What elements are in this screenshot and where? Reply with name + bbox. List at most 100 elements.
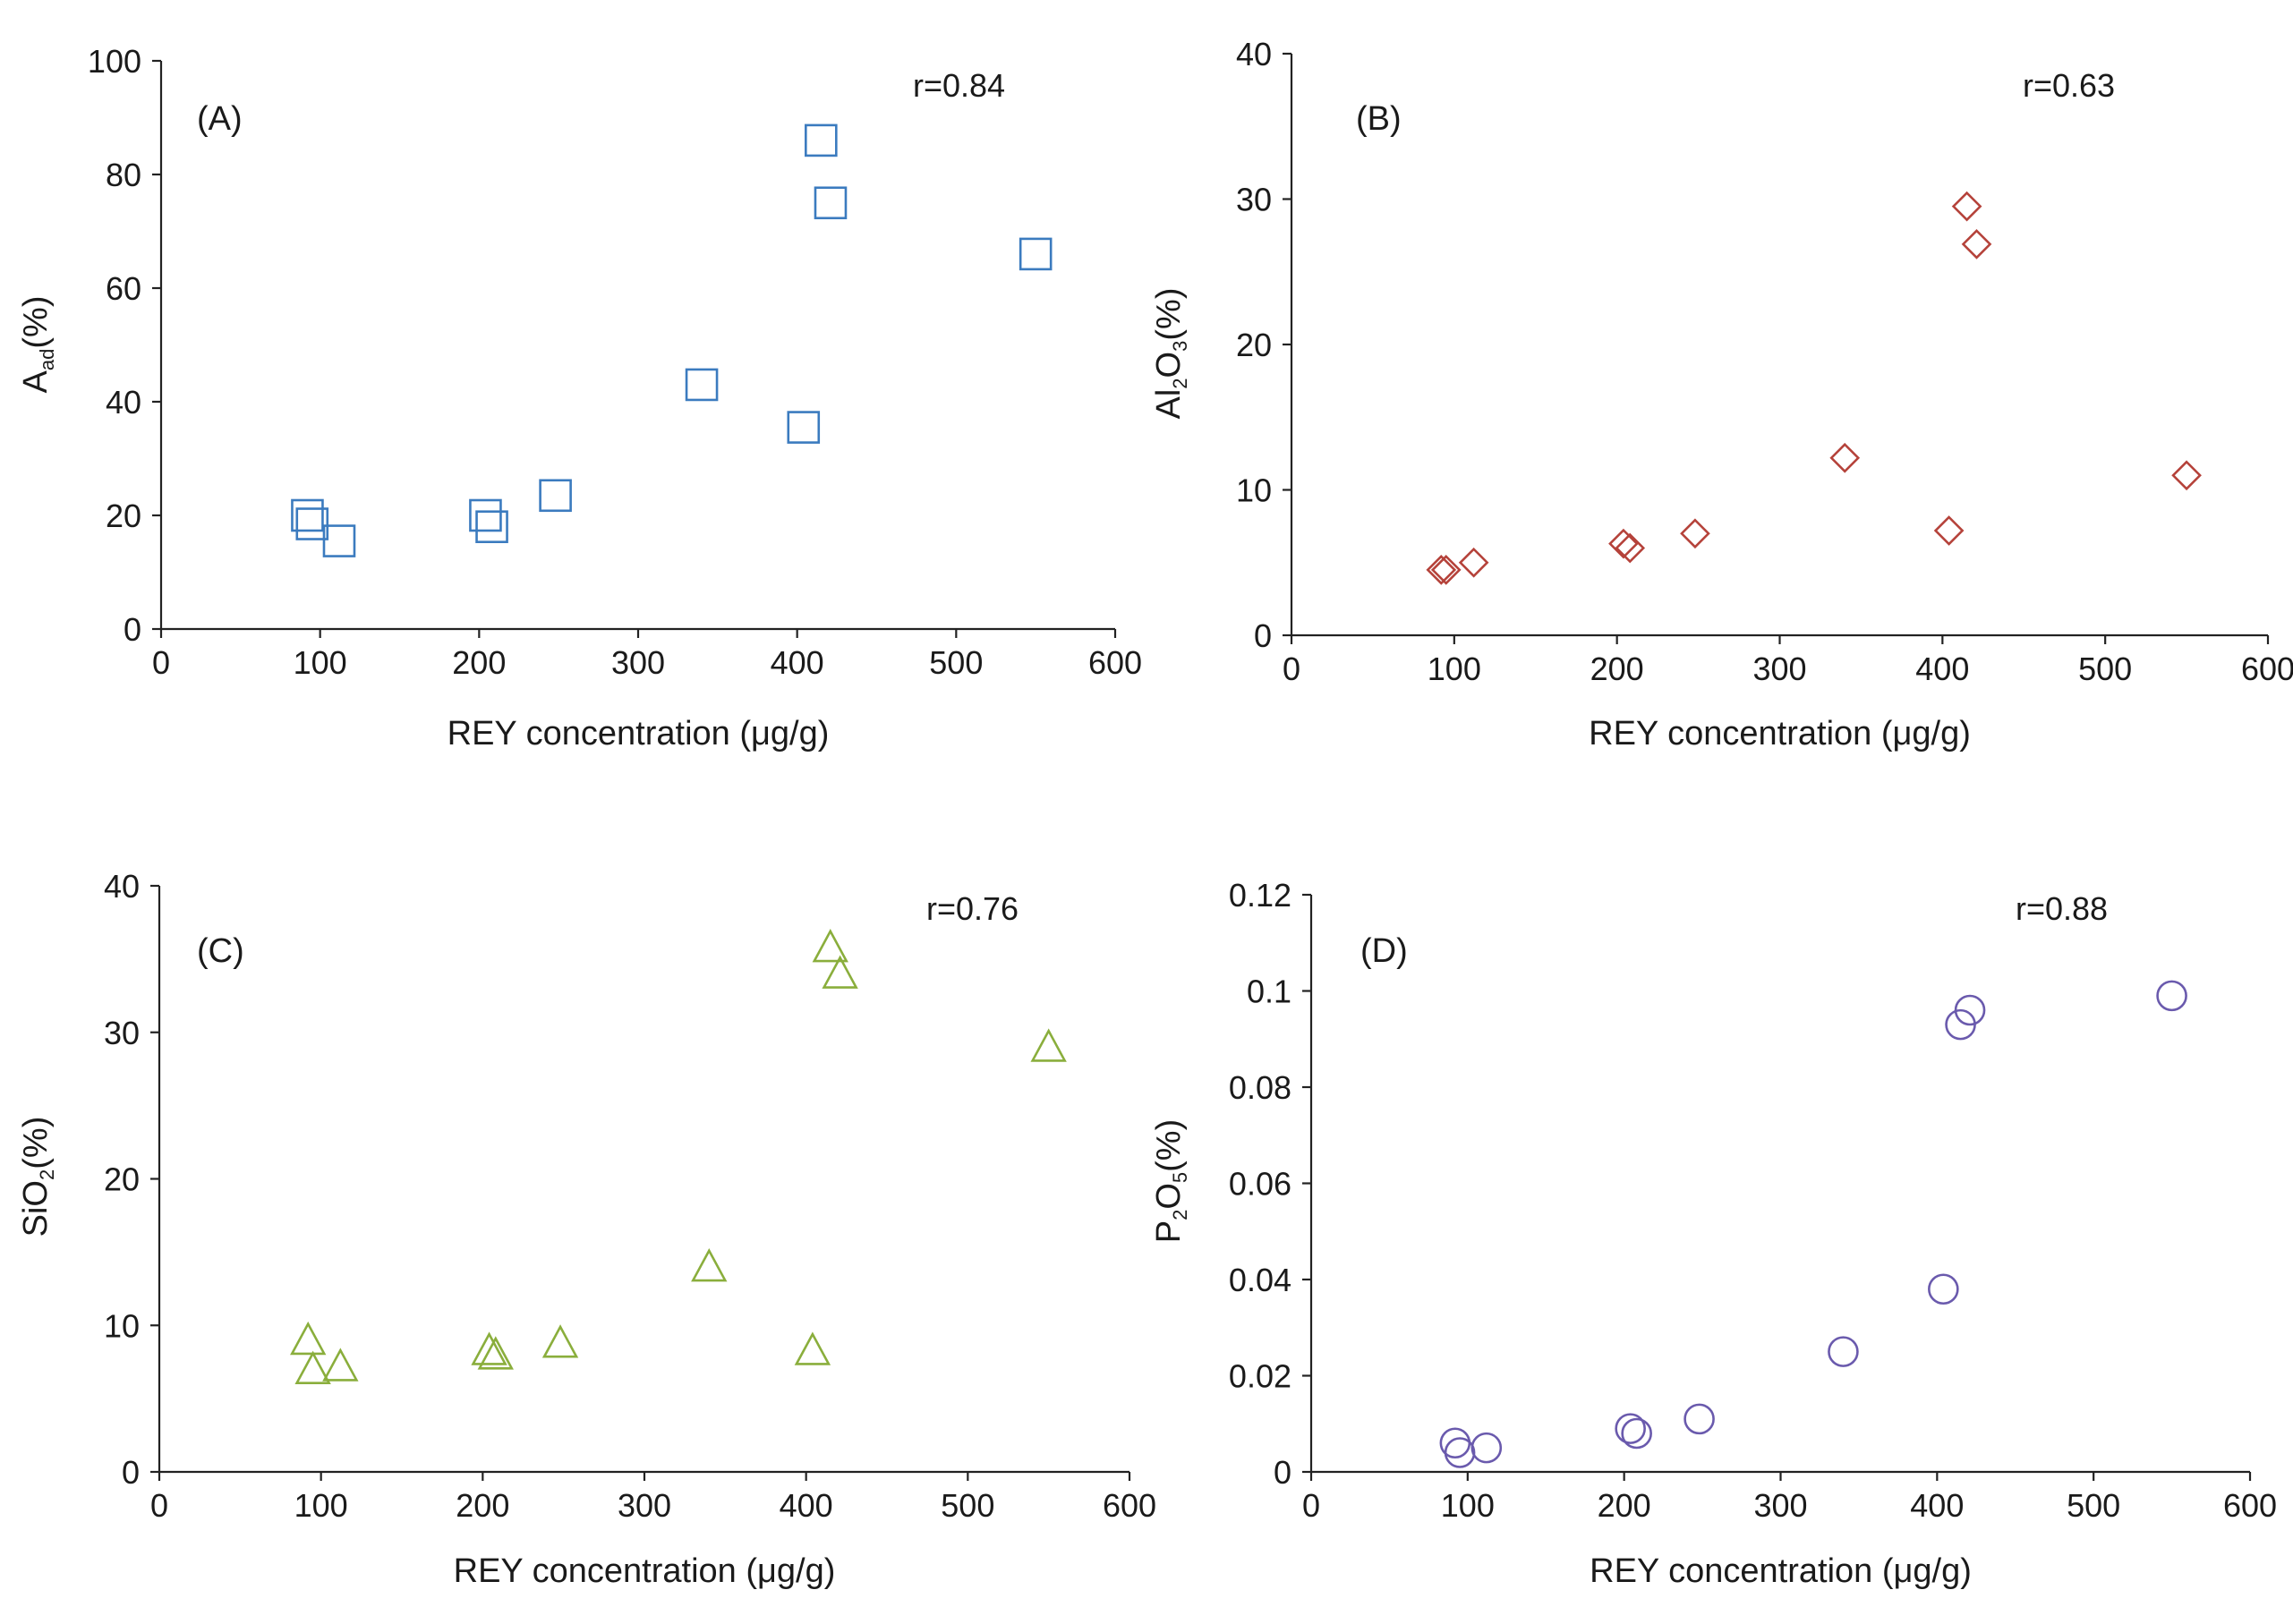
- data-point: [1621, 1417, 1652, 1450]
- data-point: [1458, 547, 1489, 578]
- panel-label: (B): [1356, 100, 1402, 138]
- x-axis-title: REY concentration (μg/g): [1590, 1552, 1972, 1590]
- data-point: [1444, 1437, 1476, 1468]
- data-point: [1470, 1432, 1503, 1464]
- data-point: [541, 1324, 579, 1358]
- correlation-label: r=0.88: [2016, 890, 2108, 927]
- data-point: [291, 498, 324, 532]
- data-point: [469, 498, 502, 532]
- data-point: [1828, 1336, 1859, 1367]
- data-point: [1933, 515, 1965, 546]
- y-tick-label: 40: [104, 868, 140, 905]
- y-tick-label: 10: [104, 1307, 140, 1344]
- x-tick-label: 300: [618, 1487, 671, 1524]
- y-tick-label: 30: [104, 1015, 140, 1051]
- data-point: [322, 1348, 359, 1382]
- y-axis-title: SiO2(%): [17, 1117, 58, 1237]
- y-tick-label: 20: [106, 497, 141, 534]
- x-tick-label: 0: [150, 1487, 168, 1524]
- data-point: [1829, 442, 1861, 473]
- correlation-label: r=0.84: [913, 67, 1005, 104]
- y-tick-label: 0.1: [1247, 974, 1291, 1010]
- y-axis-title: P2O5(%): [1150, 1119, 1191, 1244]
- y-tick-label: 0.08: [1229, 1069, 1291, 1106]
- x-tick-label: 0: [152, 644, 170, 681]
- data-point: [1430, 555, 1462, 585]
- data-point: [1680, 518, 1710, 549]
- data-point: [805, 123, 838, 157]
- x-tick-label: 200: [1590, 650, 1644, 687]
- x-tick-label: 300: [611, 644, 665, 681]
- panel-d: 0 100 200 300 400 500 600 0 0.02 0.04 0.06 0.08 0.1 0…: [1150, 877, 2277, 1590]
- panel-b: 0 100 200 300 400 500 600 0 10 20 30 40 REY concentr…: [1150, 36, 2293, 752]
- y-tick-label: 100: [88, 43, 141, 80]
- x-tick-label: 0: [1302, 1487, 1320, 1524]
- data-point: [691, 1248, 728, 1282]
- y-tick-label: 0.12: [1229, 877, 1291, 914]
- data-point: [290, 1321, 327, 1356]
- x-axis-title: REY concentration (μg/g): [454, 1552, 836, 1590]
- y-tick-label: 30: [1236, 182, 1272, 218]
- data-point: [475, 510, 508, 544]
- x-tick-label: 500: [2067, 1487, 2120, 1524]
- data-point: [2156, 980, 2187, 1012]
- y-tick-label: 20: [104, 1161, 140, 1198]
- x-tick-label: 500: [941, 1487, 994, 1524]
- x-tick-label: 100: [1441, 1487, 1495, 1524]
- data-point: [794, 1331, 831, 1365]
- data-point: [1961, 229, 1992, 259]
- x-tick-label: 200: [456, 1487, 509, 1524]
- y-tick-label: 40: [106, 384, 141, 421]
- y-tick-label: 80: [106, 157, 141, 193]
- data-point: [539, 479, 572, 513]
- x-tick-label: 400: [1915, 650, 1969, 687]
- y-tick-label: 40: [1236, 36, 1272, 72]
- x-tick-label: 200: [1598, 1487, 1651, 1524]
- panel-a: 0 100 200 300 400 500 600 0 20 40 60 80 100 REY conce…: [17, 43, 1142, 752]
- x-tick-label: 100: [294, 1487, 348, 1524]
- y-tick-label: 20: [1236, 327, 1272, 363]
- x-tick-label: 300: [1752, 650, 1806, 687]
- x-tick-label: 0: [1283, 650, 1300, 687]
- data-point: [294, 1350, 331, 1384]
- data-point: [1615, 532, 1646, 564]
- y-tick-label: 60: [106, 270, 141, 307]
- y-tick-label: 0: [124, 611, 141, 648]
- y-tick-label: 0: [1254, 617, 1272, 654]
- correlation-label: r=0.63: [2023, 67, 2115, 104]
- x-tick-label: 500: [2078, 650, 2132, 687]
- data-point: [1684, 1403, 1715, 1435]
- data-point: [1019, 237, 1053, 271]
- data-point: [1954, 994, 1986, 1026]
- data-point: [812, 929, 848, 963]
- data-point: [1615, 1413, 1646, 1444]
- y-tick-label: 0.02: [1229, 1358, 1291, 1395]
- x-tick-label: 400: [780, 1487, 833, 1524]
- panel-label: (D): [1360, 932, 1408, 970]
- x-tick-label: 100: [294, 644, 347, 681]
- data-point: [322, 524, 356, 557]
- x-tick-label: 100: [1428, 650, 1481, 687]
- y-axis-title: Aad(%): [17, 296, 58, 394]
- y-tick-label: 0.04: [1229, 1262, 1291, 1298]
- data-point: [685, 368, 719, 402]
- y-axis-title: Al2O3(%): [1150, 288, 1191, 420]
- data-point: [1928, 1273, 1959, 1305]
- x-axis-title: REY concentration (μg/g): [1589, 715, 1971, 752]
- data-point: [295, 507, 329, 540]
- data-point: [787, 411, 821, 444]
- data-point: [471, 1331, 507, 1365]
- data-point: [477, 1336, 514, 1370]
- x-axis-title: REY concentration (μg/g): [448, 715, 830, 752]
- x-tick-label: 600: [1103, 1487, 1156, 1524]
- x-tick-label: 600: [2241, 650, 2293, 687]
- data-point: [1030, 1028, 1067, 1062]
- x-tick-label: 600: [1088, 644, 1142, 681]
- y-tick-label: 0: [1274, 1454, 1291, 1491]
- data-point: [2171, 460, 2202, 491]
- panel-label: (A): [197, 100, 243, 138]
- data-point: [1426, 555, 1457, 585]
- y-tick-label: 10: [1236, 472, 1272, 509]
- x-tick-label: 400: [1910, 1487, 1964, 1524]
- data-point: [1951, 191, 1982, 222]
